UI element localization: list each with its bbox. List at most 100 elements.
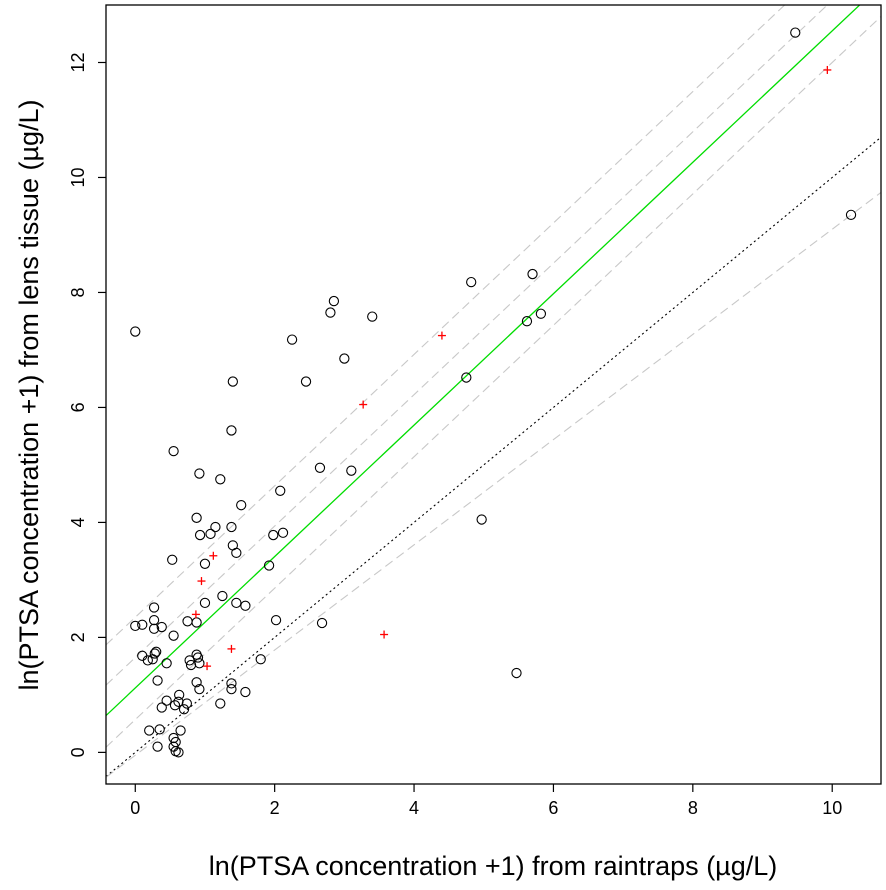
circle-point (215, 698, 226, 709)
circle-point (194, 683, 205, 695)
circle-point (535, 308, 547, 319)
circle-point (325, 307, 336, 318)
circle-point (161, 695, 172, 706)
circle-point (185, 659, 197, 671)
circle-point (173, 747, 184, 758)
circle-point (137, 619, 148, 630)
circle-point (199, 597, 211, 609)
x-tick-label: 0 (130, 798, 140, 818)
circle-point (149, 648, 160, 659)
circle-point (226, 683, 237, 695)
plus-point (197, 577, 206, 586)
circle-point (231, 597, 242, 609)
circle-point (194, 468, 205, 479)
circle-point (286, 334, 298, 345)
circle-point (226, 678, 237, 689)
circle-point (142, 655, 153, 666)
y-tick-label: 0 (68, 747, 88, 757)
circle-point (156, 702, 167, 713)
circle-point (191, 677, 202, 688)
y-tick-label: 8 (68, 287, 88, 297)
circle-point (168, 630, 179, 641)
circle-point (181, 698, 192, 709)
circle-point (268, 529, 279, 541)
outer-upper-line (106, 5, 786, 646)
circle-point (175, 725, 186, 736)
plus-point (437, 331, 446, 340)
circle-point (191, 649, 202, 660)
plus-point (359, 400, 368, 409)
circle-point (314, 462, 326, 473)
circle-point (167, 554, 178, 565)
circle-point (199, 558, 211, 569)
circle-point (300, 376, 312, 387)
circle-point (461, 372, 472, 383)
circle-point (270, 615, 282, 626)
circle-point (178, 704, 190, 715)
circle-point (210, 521, 221, 533)
circle-point (521, 316, 533, 327)
y-axis: 0 2 4 6 8 10 12 (68, 52, 106, 757)
circle-point (227, 376, 238, 387)
inner-lower-line (106, 16, 881, 748)
circle-point (191, 617, 202, 628)
circle-point (173, 696, 184, 707)
plus-point (203, 662, 212, 671)
circle-point (240, 686, 251, 698)
circle-point (130, 620, 141, 632)
circle-point (169, 700, 181, 711)
circle-point (255, 654, 266, 665)
circle-point (845, 209, 857, 220)
plus-point (823, 65, 832, 74)
circle-point (476, 514, 487, 525)
plot-frame (105, 4, 882, 785)
circle-point (275, 485, 286, 496)
circle-point (231, 547, 242, 559)
x-tick-label: 2 (270, 798, 280, 818)
circle-point (215, 474, 226, 485)
plus-point (227, 644, 236, 653)
fit-line (106, 5, 861, 717)
circle-point (194, 529, 206, 541)
circle-point (205, 528, 216, 540)
circle-point (148, 623, 160, 634)
circle-point (168, 445, 179, 457)
y-tick-label: 10 (68, 167, 88, 187)
circle-point (527, 268, 538, 280)
circle-point (144, 725, 155, 736)
y-tick-label: 4 (68, 517, 88, 527)
circle-point (790, 27, 801, 38)
circle-point (156, 621, 167, 633)
circle-point (226, 425, 237, 436)
circle-point (367, 311, 378, 322)
x-axis-title: ln(PTSA concentration +1) from raintraps… (209, 851, 778, 881)
circle-point (511, 667, 522, 679)
circle-point (152, 741, 163, 752)
circle-point (130, 326, 141, 337)
y-tick-label: 2 (68, 632, 88, 642)
circle-point (316, 617, 328, 629)
circle-point (148, 615, 160, 626)
circle-point (161, 658, 172, 669)
circle-point (263, 560, 275, 571)
y-axis-title: ln(PTSA concentration +1) from lens tiss… (14, 99, 44, 690)
circle-point (240, 600, 251, 611)
circle-point (339, 353, 350, 364)
circle-point (277, 527, 289, 538)
x-tick-label: 10 (822, 798, 842, 818)
circle-point (346, 465, 357, 476)
x-axis: 0 2 4 6 8 10 (130, 784, 842, 818)
y-tick-label: 12 (68, 52, 88, 72)
circle-point (174, 689, 185, 701)
circle-point (191, 512, 202, 523)
circle-point (328, 295, 340, 307)
x-tick-label: 6 (548, 798, 558, 818)
circle-point (226, 521, 237, 533)
circle-point (154, 724, 165, 735)
y-tick-label: 6 (68, 402, 88, 412)
circle-point (147, 654, 158, 665)
plus-point (380, 630, 389, 639)
inner-upper-line (106, 5, 829, 686)
